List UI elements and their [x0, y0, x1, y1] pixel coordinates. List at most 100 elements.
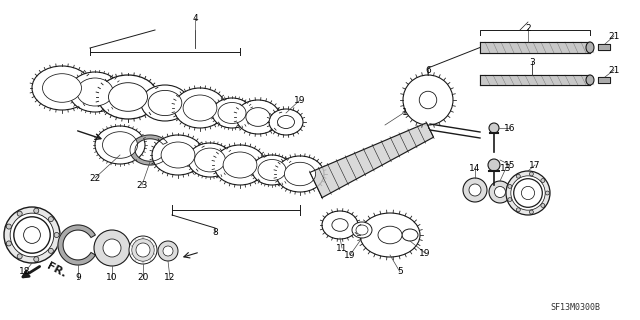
Ellipse shape: [4, 207, 60, 263]
Ellipse shape: [402, 229, 418, 241]
Polygon shape: [310, 123, 433, 198]
Ellipse shape: [24, 227, 40, 244]
Text: 1: 1: [402, 108, 408, 116]
Circle shape: [489, 123, 499, 133]
Text: 13: 13: [500, 164, 512, 172]
Text: 19: 19: [344, 251, 356, 260]
Ellipse shape: [161, 142, 195, 168]
Ellipse shape: [136, 243, 150, 257]
Circle shape: [516, 208, 520, 212]
Ellipse shape: [226, 154, 254, 176]
Ellipse shape: [322, 211, 358, 239]
Text: 11: 11: [336, 244, 348, 252]
Text: 10: 10: [106, 274, 118, 283]
Text: 15: 15: [504, 161, 516, 170]
Ellipse shape: [109, 83, 147, 111]
Text: 18: 18: [19, 268, 31, 276]
Circle shape: [6, 224, 12, 229]
Text: 2: 2: [525, 23, 531, 33]
Circle shape: [545, 191, 549, 195]
Ellipse shape: [419, 91, 436, 109]
Ellipse shape: [186, 97, 214, 119]
Ellipse shape: [246, 108, 270, 126]
Ellipse shape: [269, 109, 303, 135]
Polygon shape: [480, 42, 590, 53]
Ellipse shape: [511, 176, 545, 210]
Ellipse shape: [252, 155, 292, 185]
Polygon shape: [598, 77, 610, 83]
Ellipse shape: [469, 184, 481, 196]
Text: SF13M0300B: SF13M0300B: [550, 303, 600, 312]
Ellipse shape: [403, 75, 453, 125]
Text: 12: 12: [164, 274, 176, 283]
Ellipse shape: [276, 156, 324, 192]
Ellipse shape: [223, 152, 257, 178]
Ellipse shape: [489, 181, 511, 203]
Circle shape: [488, 159, 500, 171]
Ellipse shape: [495, 187, 506, 197]
Ellipse shape: [32, 66, 92, 110]
Polygon shape: [58, 225, 95, 265]
Text: 19: 19: [294, 95, 306, 105]
Ellipse shape: [102, 132, 138, 158]
Ellipse shape: [98, 75, 158, 119]
Ellipse shape: [586, 42, 594, 53]
Ellipse shape: [332, 219, 348, 231]
Text: 3: 3: [529, 58, 535, 67]
Ellipse shape: [103, 239, 121, 257]
Ellipse shape: [95, 126, 145, 164]
Text: 8: 8: [212, 228, 218, 236]
Ellipse shape: [163, 246, 173, 256]
Text: 14: 14: [469, 164, 481, 172]
Ellipse shape: [218, 102, 246, 124]
Circle shape: [34, 208, 39, 213]
Polygon shape: [480, 75, 590, 85]
Circle shape: [17, 254, 22, 259]
Text: 21: 21: [608, 66, 620, 75]
Ellipse shape: [522, 186, 534, 200]
Text: 23: 23: [136, 180, 148, 189]
Circle shape: [516, 174, 520, 178]
Circle shape: [508, 184, 512, 188]
Ellipse shape: [188, 143, 232, 177]
Circle shape: [529, 172, 533, 176]
Circle shape: [34, 257, 39, 262]
Ellipse shape: [212, 98, 252, 128]
Ellipse shape: [158, 241, 178, 261]
Text: 21: 21: [608, 31, 620, 41]
Ellipse shape: [258, 159, 286, 180]
Ellipse shape: [94, 230, 130, 266]
Text: 20: 20: [138, 274, 148, 283]
Ellipse shape: [152, 135, 204, 175]
Ellipse shape: [356, 225, 368, 235]
Ellipse shape: [514, 179, 542, 207]
Ellipse shape: [360, 213, 420, 257]
Ellipse shape: [129, 236, 157, 264]
Text: 19: 19: [419, 249, 431, 258]
Ellipse shape: [174, 88, 226, 128]
Text: 4: 4: [192, 13, 198, 22]
Ellipse shape: [164, 144, 192, 166]
Ellipse shape: [214, 145, 266, 185]
Ellipse shape: [148, 91, 182, 116]
Ellipse shape: [586, 75, 594, 85]
Ellipse shape: [463, 178, 487, 202]
Circle shape: [17, 211, 22, 216]
Circle shape: [6, 241, 12, 246]
Ellipse shape: [195, 148, 225, 172]
Ellipse shape: [141, 85, 189, 121]
Text: 17: 17: [529, 161, 541, 170]
Text: 22: 22: [90, 173, 100, 182]
Ellipse shape: [278, 116, 294, 129]
Text: 9: 9: [75, 274, 81, 283]
Text: 6: 6: [425, 66, 431, 75]
Ellipse shape: [14, 217, 50, 253]
Ellipse shape: [111, 85, 145, 109]
Ellipse shape: [69, 72, 121, 112]
Text: 5: 5: [397, 268, 403, 276]
Ellipse shape: [352, 222, 372, 238]
Ellipse shape: [42, 74, 81, 102]
Circle shape: [49, 217, 53, 222]
Text: FR.: FR.: [45, 261, 68, 279]
Polygon shape: [598, 44, 610, 50]
